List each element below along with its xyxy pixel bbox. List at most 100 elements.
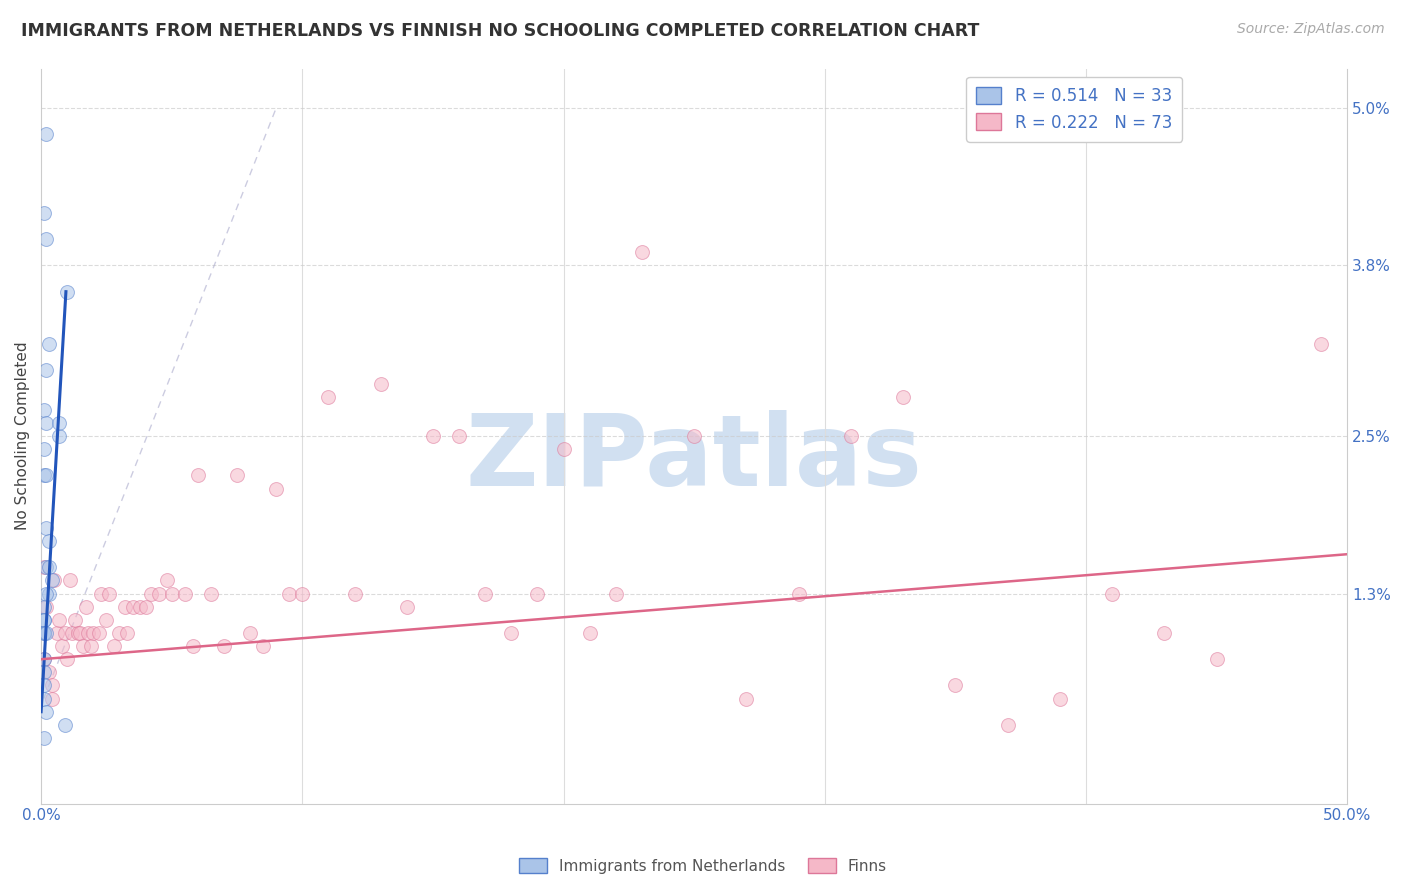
Point xyxy=(160,586,183,600)
Point xyxy=(32,731,55,745)
Point xyxy=(108,626,131,640)
Point xyxy=(35,521,58,535)
Point xyxy=(139,586,162,600)
Point xyxy=(173,586,195,600)
Text: Source: ZipAtlas.com: Source: ZipAtlas.com xyxy=(1237,22,1385,37)
Point xyxy=(422,429,444,443)
Point xyxy=(181,639,204,653)
Point xyxy=(343,586,366,600)
Point xyxy=(66,626,89,640)
Point xyxy=(69,626,91,640)
Y-axis label: No Schooling Completed: No Schooling Completed xyxy=(15,342,30,531)
Point xyxy=(117,626,139,640)
Point xyxy=(526,586,548,600)
Point xyxy=(56,652,79,666)
Point xyxy=(77,626,100,640)
Point xyxy=(53,718,76,732)
Point xyxy=(35,232,58,246)
Point xyxy=(35,599,58,614)
Point xyxy=(38,586,60,600)
Point xyxy=(80,639,103,653)
Point xyxy=(1205,652,1227,666)
Point xyxy=(1101,586,1123,600)
Point xyxy=(370,376,392,391)
Point xyxy=(605,586,627,600)
Point xyxy=(187,468,209,483)
Point xyxy=(32,560,55,574)
Point xyxy=(114,599,136,614)
Point xyxy=(48,429,70,443)
Point xyxy=(787,586,810,600)
Point xyxy=(35,363,58,377)
Point xyxy=(395,599,418,614)
Point xyxy=(96,613,118,627)
Point xyxy=(32,402,55,417)
Text: IMMIGRANTS FROM NETHERLANDS VS FINNISH NO SCHOOLING COMPLETED CORRELATION CHART: IMMIGRANTS FROM NETHERLANDS VS FINNISH N… xyxy=(21,22,980,40)
Point xyxy=(318,390,340,404)
Point xyxy=(35,586,58,600)
Point xyxy=(1049,691,1071,706)
Point xyxy=(32,613,55,627)
Point xyxy=(32,626,55,640)
Point xyxy=(1153,626,1175,640)
Point xyxy=(212,639,235,653)
Point xyxy=(53,626,76,640)
Point xyxy=(148,586,170,600)
Point xyxy=(631,245,654,260)
Legend: R = 0.514   N = 33, R = 0.222   N = 73: R = 0.514 N = 33, R = 0.222 N = 73 xyxy=(966,77,1182,142)
Point xyxy=(32,599,55,614)
Point xyxy=(72,639,94,653)
Point xyxy=(32,678,55,692)
Point xyxy=(48,613,70,627)
Point xyxy=(735,691,758,706)
Point xyxy=(32,665,55,680)
Point xyxy=(32,468,55,483)
Point xyxy=(41,678,63,692)
Point xyxy=(945,678,967,692)
Point xyxy=(38,665,60,680)
Point xyxy=(578,626,600,640)
Point xyxy=(32,613,55,627)
Point xyxy=(155,574,177,588)
Point xyxy=(997,718,1019,732)
Point xyxy=(291,586,314,600)
Point xyxy=(48,416,70,430)
Point xyxy=(501,626,523,640)
Point xyxy=(38,560,60,574)
Point xyxy=(35,626,58,640)
Point xyxy=(35,468,58,483)
Point xyxy=(98,586,121,600)
Legend: Immigrants from Netherlands, Finns: Immigrants from Netherlands, Finns xyxy=(513,852,893,880)
Point xyxy=(226,468,249,483)
Point xyxy=(38,534,60,549)
Point xyxy=(264,482,287,496)
Point xyxy=(103,639,125,653)
Point xyxy=(449,429,471,443)
Point xyxy=(32,652,55,666)
Point xyxy=(252,639,274,653)
Point xyxy=(553,442,575,457)
Text: ZIPatlas: ZIPatlas xyxy=(465,409,922,507)
Point xyxy=(32,206,55,220)
Point xyxy=(35,705,58,719)
Point xyxy=(32,442,55,457)
Point xyxy=(62,626,84,640)
Point xyxy=(239,626,262,640)
Point xyxy=(75,599,97,614)
Point xyxy=(35,127,58,141)
Point xyxy=(278,586,301,600)
Point xyxy=(87,626,110,640)
Point xyxy=(35,560,58,574)
Point xyxy=(41,691,63,706)
Point xyxy=(121,599,143,614)
Point xyxy=(51,639,73,653)
Point xyxy=(135,599,157,614)
Point xyxy=(129,599,152,614)
Point xyxy=(32,652,55,666)
Point xyxy=(63,613,86,627)
Point xyxy=(45,626,67,640)
Point xyxy=(683,429,706,443)
Point xyxy=(839,429,862,443)
Point xyxy=(90,586,112,600)
Point xyxy=(44,574,66,588)
